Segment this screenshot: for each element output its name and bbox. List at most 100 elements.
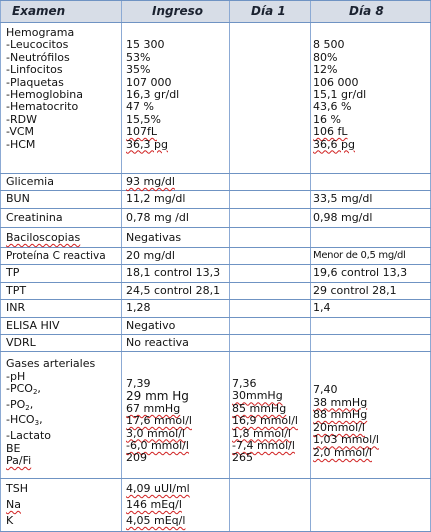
ph-label: -pH	[6, 369, 26, 383]
row-divider	[0, 299, 431, 300]
column-divider	[310, 0, 311, 532]
pcr-ingreso: 20 mg/dl	[126, 249, 175, 262]
hemoglobina-ingreso: 16,3 gr/dl	[126, 88, 180, 102]
po2-dia1: 85 mmHg	[232, 401, 287, 415]
lactato-dia8: 1,03 mmol/l	[313, 433, 379, 447]
hemograma-ingreso: 15 300 53% 35% 107 000 16,3 gr/dl 47 % 1…	[126, 38, 180, 151]
rdw-dia8: 16 %	[313, 112, 341, 126]
rdw-label: -RDW	[6, 112, 37, 126]
inr-ingreso: 1,28	[126, 301, 151, 314]
row-divider	[0, 0, 431, 1]
leucocitos-label: -Leucocitos	[6, 38, 69, 52]
tp-label: TP	[6, 266, 20, 279]
row-divider	[0, 334, 431, 335]
electrolytes-labels: TSH Na K	[6, 481, 28, 529]
creatinina-ingreso: 0,78 mg /dl	[126, 211, 189, 224]
k-label: K	[6, 514, 14, 527]
header-examen: Examen	[12, 4, 66, 18]
po2-ingreso: 67 mmHg	[126, 401, 181, 415]
creatinina-label: Creatinina	[6, 211, 63, 224]
glicemia-label: Glicemia	[6, 175, 54, 188]
gases-ingreso: 7,39 29 mm Hg 67 mmHg 17,6 mmol/l 3,0 mm…	[126, 377, 192, 465]
hco3-ingreso: 17,6 mmol/l	[126, 414, 192, 428]
hco3-label: -HCO3,	[6, 413, 43, 428]
row-divider	[0, 227, 431, 228]
row-divider	[0, 247, 431, 248]
baciloscopias-ingreso: Negativas	[126, 231, 182, 244]
be-label: BE	[6, 441, 21, 455]
hco3-dia1: 16,9 mmol/l	[232, 414, 298, 428]
hematocrito-label: -Hematocrito	[6, 100, 79, 114]
na-ingreso: 146 mEq/l	[126, 498, 182, 511]
ph-dia8: 7,40	[313, 383, 338, 396]
linfocitos-label: -Linfocitos	[6, 63, 63, 77]
ph-ingreso: 7,39	[126, 377, 151, 390]
elisa-label: ELISA HIV	[6, 319, 60, 332]
header-dia8: Día 8	[349, 4, 384, 18]
row-divider	[0, 208, 431, 209]
rdw-ingreso: 15,5%	[126, 112, 161, 126]
pco2-label: -PCO2,	[6, 382, 41, 397]
tpt-label: TPT	[6, 284, 27, 297]
pcr-label: Proteína C reactiva	[6, 250, 106, 262]
linfocitos-dia8: 12%	[313, 63, 338, 77]
tsh-label: TSH	[6, 482, 28, 495]
pcr-dia8: Menor de 0,5 mg/dl	[313, 250, 406, 261]
po2-label-text: -PO	[6, 397, 26, 411]
linfocitos-ingreso: 35%	[126, 63, 151, 77]
plaquetas-label: -Plaquetas	[6, 75, 64, 89]
pco2-ingreso: 29 mm Hg	[126, 389, 189, 404]
tpt-ingreso: 24,5 control 28,1	[126, 284, 221, 297]
pco2-dia8: 38 mmHg	[313, 395, 368, 409]
bun-ingreso: 11,2 mg/dl	[126, 192, 186, 205]
inr-dia8: 1,4	[313, 301, 331, 314]
tp-ingreso: 18,1 control 13,3	[126, 266, 221, 279]
tp-dia8: 19,6 control 13,3	[313, 266, 408, 279]
gases-labels: Gases arteriales -pH -PCO2, -PO2, -HCO3,…	[6, 357, 95, 468]
hemoglobina-label: -Hemoglobina	[6, 88, 83, 102]
gases-dia1: 7,36 30mmHg 85 mmHg 16,9 mmol/l 1,8 mmol…	[232, 377, 298, 465]
hemograma-labels: Hemograma -Leucocitos -Neutrófilos -Linf…	[6, 26, 83, 151]
electrolytes-ingreso: 4,09 uUI/ml 146 mEq/l 4,05 mEq/l	[126, 481, 190, 529]
hemograma-dia8: 8 500 80% 12% 106 000 15,1 gr/dl 43,6 % …	[313, 38, 366, 151]
leucocitos-ingreso: 15 300	[126, 38, 165, 52]
hcm-label: -HCM	[6, 137, 36, 151]
row-divider	[0, 190, 431, 191]
column-divider	[229, 0, 230, 532]
pafi-ingreso: 209	[126, 451, 147, 465]
be-dia8: 2,0 mmol/l	[313, 445, 372, 459]
po2-label: -PO2,	[6, 397, 34, 412]
pafi-dia1: 265	[232, 451, 253, 465]
pco2-label-text: -PCO	[6, 382, 33, 396]
border-left	[0, 0, 1, 532]
header-dia1: Día 1	[251, 4, 286, 18]
po2-dia8: 88 mmHg	[313, 408, 368, 422]
pco2-subscript: 2	[32, 388, 38, 397]
vcm-ingreso: 107fL	[126, 125, 157, 139]
k-ingreso: 4,05 mEq/l	[126, 514, 186, 527]
be-dia1: -7,4 mmol/l	[232, 439, 295, 453]
bun-label: BUN	[6, 192, 30, 205]
hcm-ingreso: 36,3 pg	[126, 137, 168, 151]
glicemia-ingreso: 93 mg/dl	[126, 175, 175, 188]
bun-dia8: 33,5 mg/dl	[313, 192, 373, 205]
vdrl-ingreso: No reactiva	[126, 336, 189, 349]
row-divider	[0, 317, 431, 318]
na-label: Na	[6, 498, 21, 511]
row-divider	[0, 478, 431, 479]
row-divider	[0, 22, 431, 23]
plaquetas-dia8: 106 000	[313, 75, 359, 89]
neutrofilos-label: -Neutrófilos	[6, 50, 70, 64]
hematocrito-dia8: 43,6 %	[313, 100, 352, 114]
row-divider	[0, 173, 431, 174]
row-divider	[0, 351, 431, 352]
ph-dia1: 7,36	[232, 377, 257, 390]
hco3-subscript: 3	[34, 419, 40, 428]
row-divider	[0, 264, 431, 265]
pco2-dia1: 30mmHg	[232, 389, 283, 403]
elisa-ingreso: Negativo	[126, 319, 176, 332]
creatinina-dia8: 0,98 mg/dl	[313, 211, 373, 224]
tsh-ingreso: 4,09 uUI/ml	[126, 482, 190, 495]
hco3-dia8: 20mmol/l	[313, 420, 365, 434]
